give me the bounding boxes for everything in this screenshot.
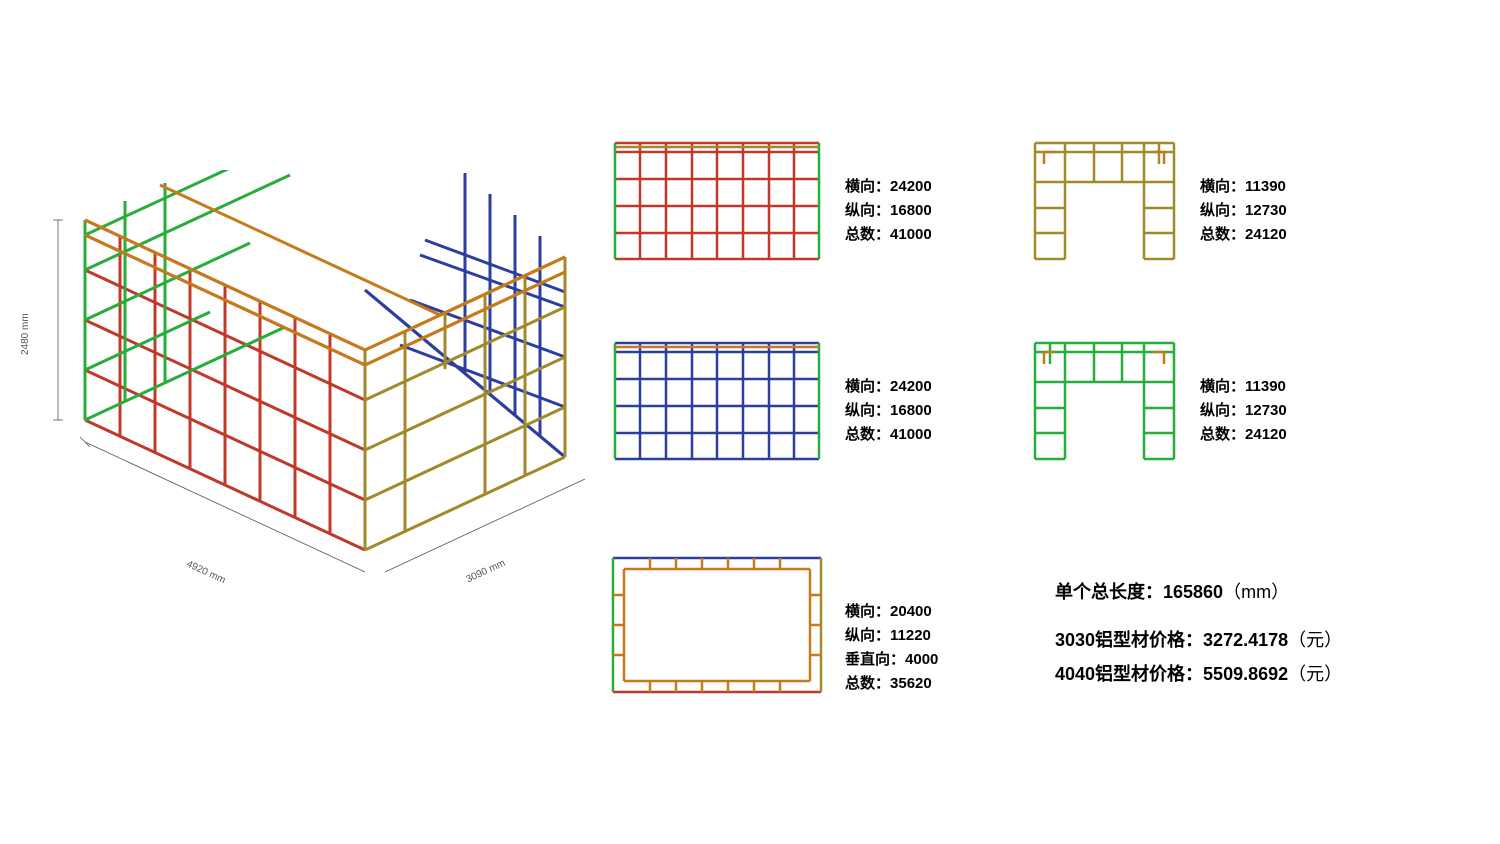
summary-block: 单个总长度：165860（mm） 3030铝型材价格：3272.4178（元） …: [1055, 575, 1342, 692]
panel-green-short-info: 横向：11390 纵向：12730 总数：24120: [1200, 375, 1287, 447]
panel-blue-long: [612, 340, 822, 462]
panel-red-long-info: 横向：24200 纵向：16800 总数：41000: [845, 175, 932, 247]
panel-olive-short-info: 横向：11390 纵向：12730 总数：24120: [1200, 175, 1287, 247]
iso-frame-diagram: [30, 170, 590, 640]
panel-floor: [610, 555, 824, 695]
dim-height: 2480 mm: [20, 313, 31, 355]
panel-green-short: [1032, 340, 1177, 462]
summary-total-length: 单个总长度：165860（mm）: [1055, 575, 1342, 609]
panel-floor-info: 横向：20400 纵向：11220 垂直向：4000 总数：35620: [845, 600, 938, 696]
panel-blue-long-info: 横向：24200 纵向：16800 总数：41000: [845, 375, 932, 447]
panel-olive-short: [1032, 140, 1177, 262]
summary-price-4040: 4040铝型材价格：5509.8692（元）: [1055, 657, 1342, 691]
summary-price-3030: 3030铝型材价格：3272.4178（元）: [1055, 623, 1342, 657]
panel-red-long: [612, 140, 822, 262]
